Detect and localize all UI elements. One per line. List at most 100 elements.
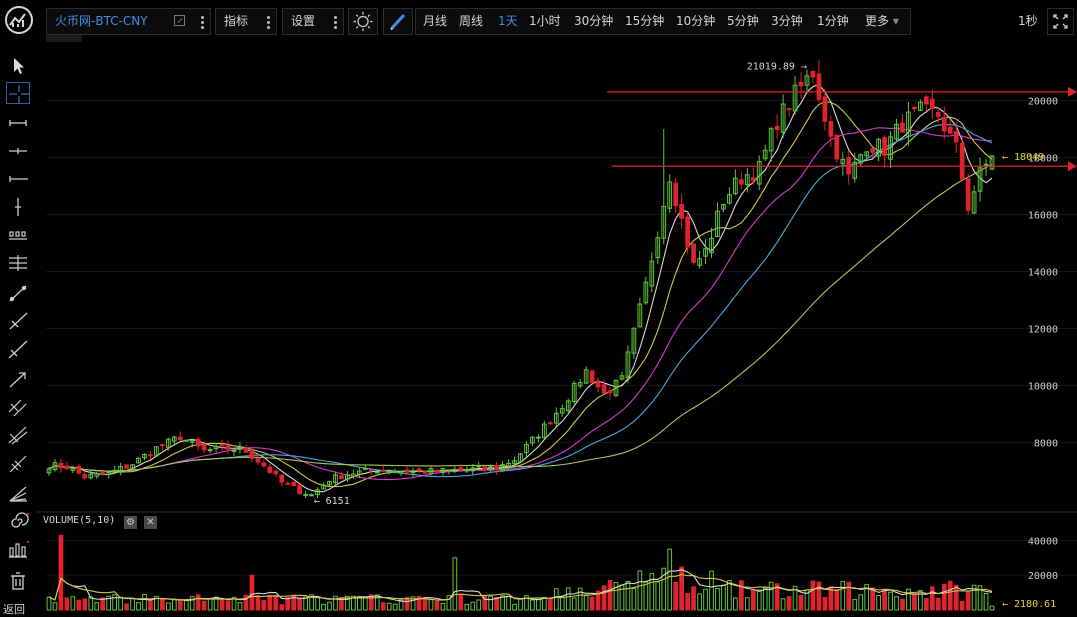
volume-bar	[279, 604, 285, 611]
period-selector: 月线 周线 1天 1小时 30分钟 15分钟 10分钟 5分钟 3分钟 1分钟 …	[415, 8, 911, 35]
period-1min[interactable]: 1分钟	[817, 14, 849, 28]
candle-body	[356, 470, 362, 475]
period-3min[interactable]: 3分钟	[771, 14, 803, 28]
settings-menu-dots-icon[interactable]	[334, 14, 338, 31]
theme-button[interactable]	[348, 8, 378, 35]
candle-body	[965, 178, 971, 211]
horizontal-line-icon[interactable]	[6, 140, 30, 162]
volume-bar	[231, 596, 237, 611]
candle-body	[321, 484, 326, 490]
crosshair-icon[interactable]	[6, 82, 30, 104]
back-button[interactable]: 返回	[3, 603, 25, 616]
candle-body	[333, 474, 338, 484]
symbol-selector[interactable]: 火币网-BTC-CNY	[46, 8, 211, 35]
vertical-line-icon[interactable]	[6, 196, 30, 218]
candle-body	[625, 351, 631, 379]
period-15min[interactable]: 15分钟	[625, 14, 665, 28]
candle-body	[816, 73, 822, 100]
price-label-icon[interactable]	[6, 224, 30, 246]
fibonacci-icon[interactable]	[6, 452, 30, 474]
indicators-menu-dots-icon[interactable]	[267, 14, 271, 31]
period-10min[interactable]: 10分钟	[676, 14, 716, 28]
period-1hour[interactable]: 1小时	[529, 14, 561, 28]
arrow-line-icon[interactable]	[6, 368, 30, 390]
volume-bar	[237, 602, 243, 611]
refresh-speed[interactable]: 1秒	[1018, 14, 1038, 28]
candle-body	[124, 464, 129, 469]
candle-body	[804, 75, 810, 86]
period-30min[interactable]: 30分钟	[574, 14, 614, 28]
candle-body	[649, 260, 655, 287]
pitchfork-icon[interactable]	[6, 424, 30, 446]
period-month[interactable]: 月线	[423, 14, 448, 28]
trend-line-icon[interactable]	[6, 282, 30, 304]
horizontal-ray-icon[interactable]	[6, 168, 30, 190]
volume-bar	[536, 598, 541, 611]
gear-icon[interactable]: ⚙	[124, 516, 137, 529]
candle-body	[822, 96, 828, 122]
draw-button[interactable]	[383, 8, 413, 35]
candle-body	[792, 84, 798, 112]
extended-line-icon[interactable]	[6, 338, 30, 360]
close-icon[interactable]: ✕	[144, 516, 157, 529]
period-5min[interactable]: 5分钟	[727, 14, 759, 28]
volume-bar	[327, 601, 332, 611]
volume-bar	[160, 598, 165, 611]
expand-icon[interactable]	[174, 15, 185, 26]
candle-body	[762, 149, 768, 159]
volume-bar	[440, 602, 446, 611]
candle-body	[207, 449, 213, 452]
candle-body	[667, 181, 673, 209]
price-tick-label: 14000	[1028, 267, 1058, 278]
volume-bar	[774, 583, 780, 611]
volume-bar	[177, 599, 183, 611]
candle-body	[88, 473, 94, 479]
period-1day[interactable]: 1天	[498, 14, 518, 28]
volume-bar	[243, 594, 249, 611]
candle-body	[195, 438, 201, 447]
symbol-menu-dots-icon[interactable]	[201, 14, 205, 31]
volume-bar	[679, 566, 685, 611]
indicators-button[interactable]: 指标	[215, 8, 277, 35]
parallel-lines-icon[interactable]	[6, 252, 30, 274]
volume-bar	[321, 603, 326, 611]
volume-bar	[112, 594, 117, 611]
fullscreen-button[interactable]	[1047, 8, 1074, 35]
cursor-arrow-icon[interactable]	[6, 54, 30, 76]
volume-bar	[345, 595, 350, 611]
volume-ma-lines	[48, 569, 993, 603]
volume-bar	[428, 599, 434, 611]
period-more[interactable]: 更多 ▾	[865, 9, 899, 34]
candle-body	[882, 137, 887, 157]
volume-bar	[285, 597, 291, 611]
spiral-icon[interactable]	[6, 510, 30, 532]
volume-bar	[858, 594, 864, 611]
candle-body	[82, 473, 88, 479]
candle-body	[219, 444, 225, 447]
candle-body	[685, 216, 690, 248]
candle-body	[130, 464, 135, 471]
fan-lines-icon[interactable]	[6, 482, 30, 504]
volume-bar	[912, 593, 917, 611]
trash-icon[interactable]	[6, 570, 30, 592]
volume-bar	[434, 600, 440, 611]
candle-body	[46, 468, 52, 474]
ray-line-icon[interactable]	[6, 310, 30, 332]
candle-body	[577, 382, 583, 387]
volume-bar	[691, 586, 696, 611]
pattern-icon[interactable]	[6, 538, 30, 560]
volume-bars	[46, 534, 995, 611]
settings-button[interactable]: 设置	[282, 8, 344, 35]
volume-bar	[52, 602, 58, 611]
candle-body	[106, 472, 112, 475]
horizontal-lines	[607, 86, 1077, 172]
segment-line-icon[interactable]	[6, 112, 30, 134]
volume-tick-label: 40000	[1028, 536, 1058, 547]
volume-bar	[935, 597, 941, 611]
more-label: 更多	[865, 14, 890, 28]
parallel-channel-icon[interactable]	[6, 396, 30, 418]
period-week[interactable]: 周线	[459, 14, 484, 28]
volume-bar	[64, 597, 70, 611]
volume-bar	[500, 595, 505, 611]
candle-body	[959, 142, 965, 180]
